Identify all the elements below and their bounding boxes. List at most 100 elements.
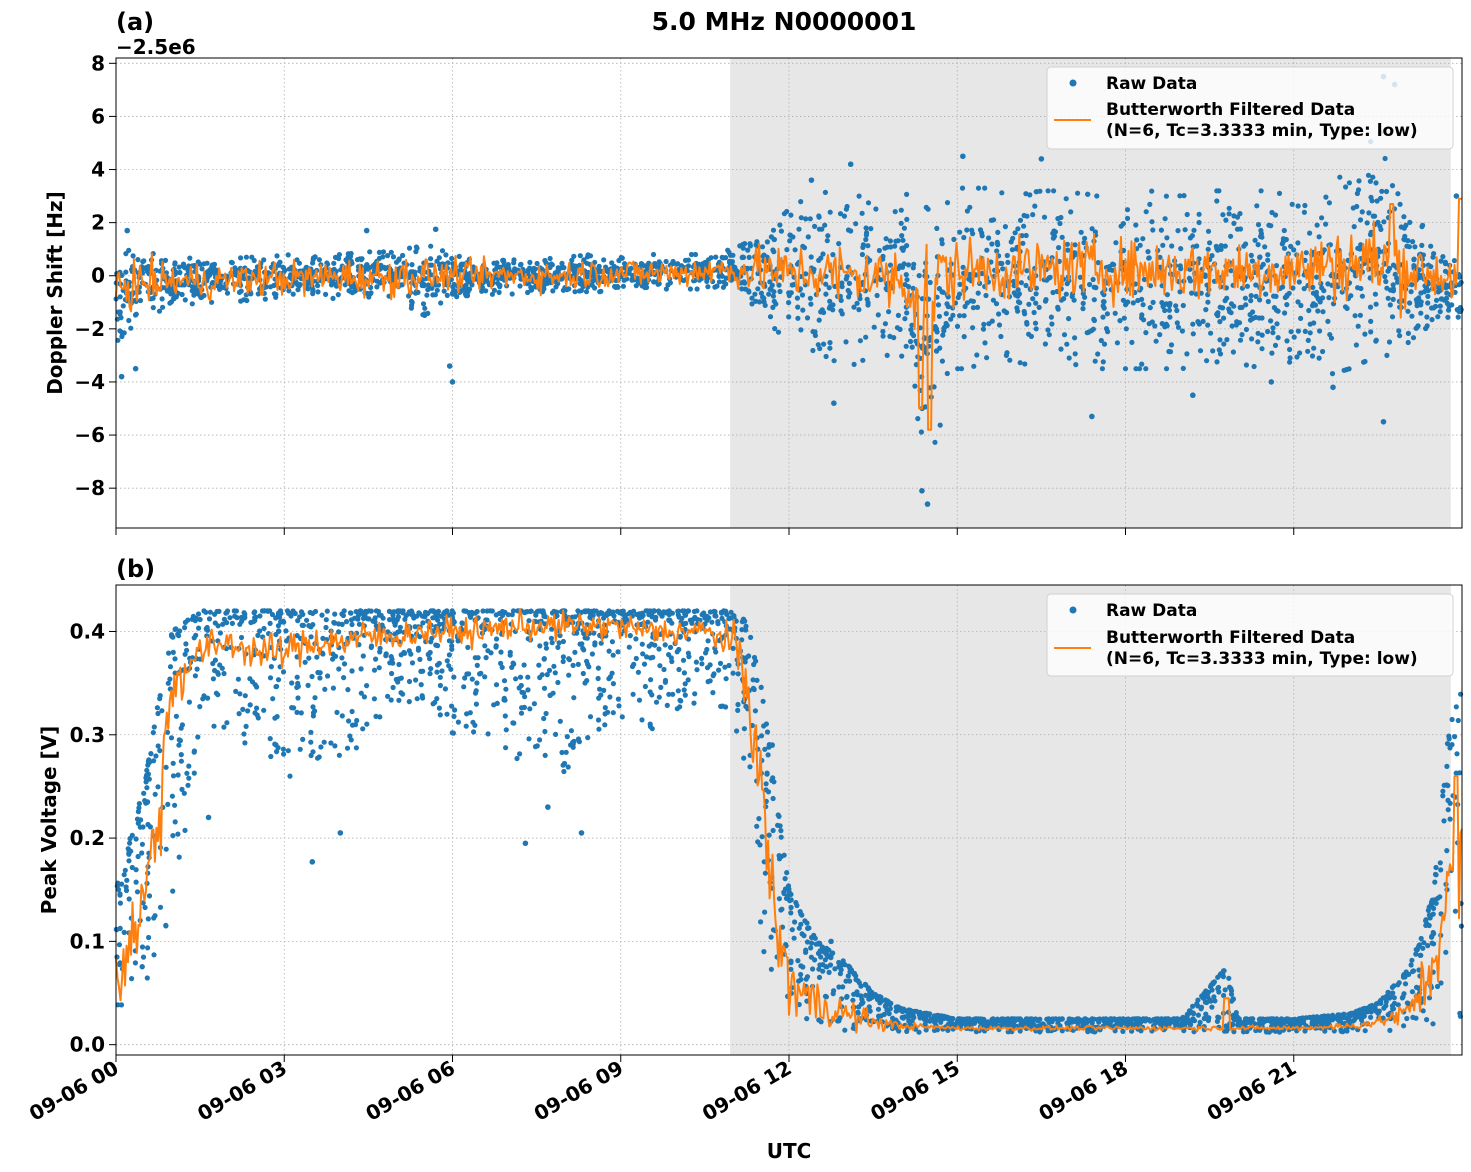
raw-data-point (332, 611, 338, 617)
raw-data-point (1089, 226, 1095, 232)
raw-data-point (1072, 335, 1078, 341)
raw-data-point (261, 707, 267, 713)
raw-data-point (1190, 321, 1196, 327)
raw-data-point (803, 216, 809, 222)
raw-data-point (1442, 261, 1449, 267)
raw-data-point (957, 313, 963, 319)
raw-data-point (517, 751, 523, 757)
raw-data-point (891, 335, 897, 341)
raw-data-point (1222, 987, 1228, 993)
raw-data-point (428, 256, 434, 262)
raw-data-point (739, 627, 745, 633)
raw-data-point (450, 610, 456, 616)
raw-data-point (957, 229, 963, 235)
raw-data-point (1387, 1027, 1393, 1033)
raw-data-point (227, 615, 233, 621)
raw-data-point (694, 608, 700, 614)
raw-data-point (771, 779, 777, 785)
raw-data-point (355, 616, 361, 622)
raw-data-point (1423, 922, 1429, 929)
raw-data-point (347, 610, 354, 616)
raw-data-point (1094, 193, 1100, 199)
raw-data-point (464, 711, 470, 717)
raw-data-point (788, 290, 794, 296)
raw-data-point (360, 726, 366, 732)
panel-a-label: (a) (116, 8, 154, 36)
raw-data-point (764, 239, 771, 245)
raw-data-point (537, 674, 543, 681)
raw-data-point (254, 712, 260, 718)
raw-data-point (170, 649, 176, 656)
raw-data-point (129, 864, 135, 871)
raw-data-point (1414, 303, 1420, 309)
raw-data-point (821, 341, 827, 347)
raw-data-point (905, 262, 912, 268)
raw-data-point (940, 289, 946, 295)
raw-data-point (895, 312, 902, 318)
raw-data-point (795, 958, 801, 964)
raw-data-point (855, 978, 861, 984)
raw-data-point (944, 370, 950, 377)
raw-data-point (788, 897, 794, 903)
raw-data-point (837, 211, 844, 217)
raw-data-point (1257, 297, 1263, 303)
raw-data-point (955, 366, 961, 372)
raw-data-point (1295, 203, 1301, 209)
raw-data-point (455, 719, 461, 725)
raw-data-point (1058, 346, 1064, 352)
raw-data-point (201, 261, 207, 267)
raw-data-point (1446, 307, 1452, 313)
raw-data-point (1458, 923, 1464, 929)
raw-data-point (642, 284, 648, 291)
raw-data-point (880, 333, 886, 339)
raw-data-point (1247, 312, 1253, 318)
raw-data-point (1368, 1014, 1374, 1020)
raw-data-point (409, 612, 415, 618)
raw-data-point (610, 710, 616, 716)
raw-data-point (1063, 196, 1069, 202)
raw-data-point (1143, 209, 1149, 215)
raw-data-point (1259, 332, 1265, 338)
raw-data-point (687, 286, 694, 292)
raw-data-point (770, 304, 776, 310)
raw-data-point (215, 623, 221, 629)
raw-data-point (804, 920, 810, 926)
raw-data-point (798, 215, 804, 221)
raw-data-point (546, 667, 553, 674)
raw-data-point (923, 1018, 929, 1024)
raw-data-point (688, 251, 695, 258)
raw-data-point (788, 960, 794, 966)
raw-data-point (267, 620, 273, 627)
raw-data-point (768, 285, 774, 291)
raw-data-point (451, 619, 457, 625)
raw-data-point (1049, 321, 1055, 327)
raw-data-point (1357, 217, 1364, 223)
raw-data-point (874, 292, 880, 299)
raw-data-point (1163, 366, 1170, 372)
raw-data-point (1228, 301, 1235, 307)
raw-data-point (1213, 243, 1219, 249)
raw-data-point (1030, 296, 1036, 302)
raw-data-point (787, 238, 793, 244)
raw-data-point (1243, 326, 1249, 333)
raw-data-outlier (363, 227, 370, 234)
raw-data-point (194, 666, 200, 672)
raw-data-point (743, 703, 749, 710)
raw-data-point (1159, 300, 1165, 306)
raw-data-point (882, 321, 889, 327)
raw-data-point (863, 334, 869, 340)
raw-data-point (244, 297, 250, 304)
raw-data-point (1015, 226, 1021, 232)
raw-data-point (840, 958, 846, 964)
raw-data-point (975, 185, 982, 191)
raw-data-point (712, 284, 718, 290)
raw-data-point (294, 674, 300, 680)
raw-data-point (809, 934, 815, 941)
raw-data-point (1117, 318, 1123, 324)
raw-data-point (639, 261, 645, 267)
raw-data-point (996, 311, 1002, 317)
raw-data-point (663, 258, 669, 265)
raw-data-point (295, 287, 301, 293)
raw-data-point (1287, 355, 1293, 361)
raw-data-point (386, 608, 392, 615)
